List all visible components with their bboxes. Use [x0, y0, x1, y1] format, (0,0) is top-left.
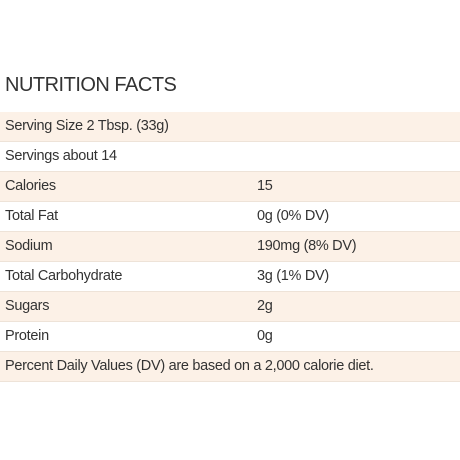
nutrition-table: Serving Size 2 Tbsp. (33g) Servings about…	[0, 112, 460, 382]
table-row: Total Fat 0g (0% DV)	[0, 202, 460, 232]
row-label: Protein	[5, 328, 49, 344]
table-row: Sugars 2g	[0, 292, 460, 322]
row-label: Total Fat	[5, 208, 58, 224]
row-label: Percent Daily Values (DV) are based on a…	[5, 358, 374, 374]
table-row: Percent Daily Values (DV) are based on a…	[0, 352, 460, 382]
row-label: Servings about 14	[5, 148, 117, 164]
row-label: Sodium	[5, 238, 53, 254]
row-label: Calories	[5, 178, 56, 194]
table-row: Serving Size 2 Tbsp. (33g)	[0, 112, 460, 142]
table-row: Sodium 190mg (8% DV)	[0, 232, 460, 262]
row-value: 190mg (8% DV)	[257, 238, 357, 254]
table-row: Servings about 14	[0, 142, 460, 172]
table-row: Calories 15	[0, 172, 460, 202]
row-label: Serving Size 2 Tbsp. (33g)	[5, 118, 169, 134]
table-row: Protein 0g	[0, 322, 460, 352]
table-row: Total Carbohydrate 3g (1% DV)	[0, 262, 460, 292]
row-value: 0g	[257, 328, 273, 344]
row-value: 15	[257, 178, 273, 194]
row-label: Sugars	[5, 298, 50, 314]
row-value: 0g (0% DV)	[257, 208, 329, 224]
row-value: 3g (1% DV)	[257, 268, 329, 284]
row-label: Total Carbohydrate	[5, 268, 123, 284]
row-value: 2g	[257, 298, 273, 314]
title: NUTRITION FACTS	[5, 74, 177, 96]
